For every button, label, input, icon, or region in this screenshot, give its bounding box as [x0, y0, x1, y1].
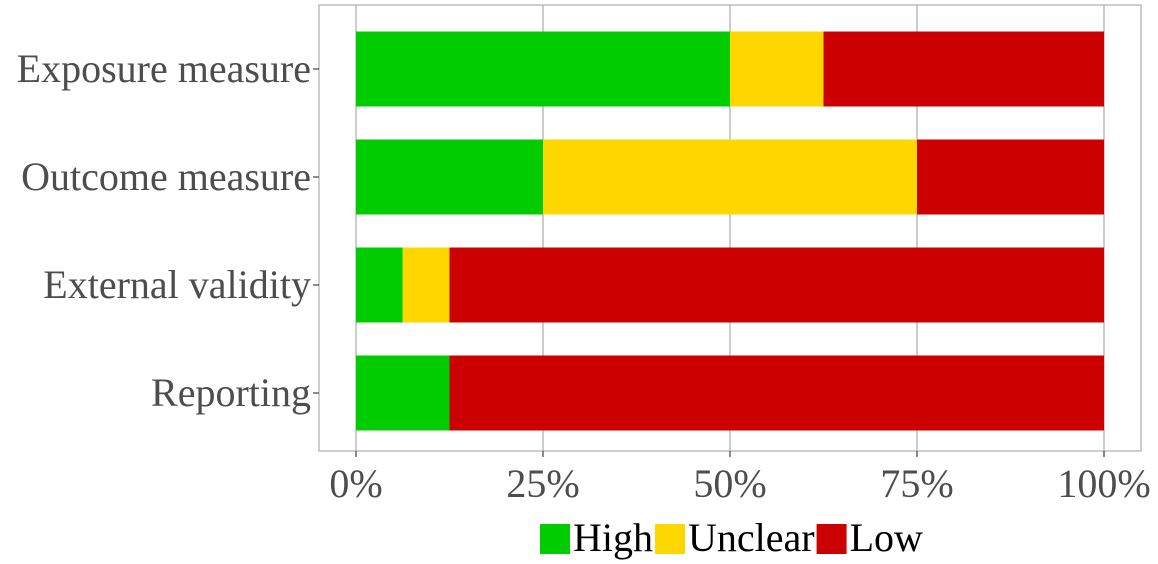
- legend-label-unclear: Unclear: [688, 515, 815, 560]
- bar-low-outcome-measure: [917, 139, 1104, 215]
- bar-low-reporting: [449, 355, 1104, 431]
- category-label: Outcome measure: [21, 154, 311, 199]
- category-labels: Exposure measure Outcome measure External …: [17, 46, 319, 415]
- legend-label-high: High: [573, 515, 653, 560]
- bar-low-exposure-measure: [823, 31, 1104, 107]
- x-tick-label: 75%: [880, 461, 953, 506]
- legend-key-low: [816, 524, 847, 554]
- bar-low-external-validity: [449, 247, 1104, 323]
- legend-key-high: [540, 524, 570, 554]
- x-axis-ticks: 0% 25% 50% 75% 100%: [329, 451, 1151, 506]
- x-tick-label: 50%: [693, 461, 766, 506]
- x-tick-label: 0%: [329, 461, 382, 506]
- legend: High Unclear Low: [540, 515, 923, 560]
- bars: [356, 31, 1104, 431]
- bar-high-reporting: [356, 355, 450, 431]
- bar-high-exposure-measure: [356, 31, 730, 107]
- category-label: Exposure measure: [17, 46, 311, 91]
- bar-unclear-outcome-measure: [543, 139, 917, 215]
- legend-key-unclear: [655, 524, 685, 554]
- legend-label-low: Low: [850, 515, 923, 560]
- category-label: External validity: [43, 262, 311, 307]
- x-tick-label: 25%: [506, 461, 579, 506]
- bar-high-external-validity: [356, 247, 403, 323]
- x-tick-label: 100%: [1057, 461, 1150, 506]
- bar-unclear-exposure-measure: [730, 31, 824, 107]
- bar-unclear-external-validity: [402, 247, 450, 323]
- bar-high-outcome-measure: [356, 139, 543, 215]
- category-label: Reporting: [151, 370, 311, 415]
